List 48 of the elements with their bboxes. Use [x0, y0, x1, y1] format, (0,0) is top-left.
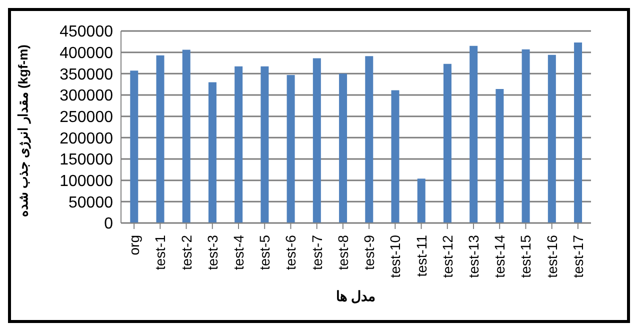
bar: [574, 42, 582, 223]
bar: [365, 56, 374, 223]
x-tick-label: test-2: [178, 234, 194, 270]
y-tick-label: 400000: [60, 45, 114, 62]
x-tick-label: test-6: [282, 234, 299, 270]
x-tick-label: test-11: [413, 234, 430, 277]
x-tick-label: test-15: [518, 234, 534, 278]
bar: [208, 82, 216, 223]
y-tick-label: 0: [104, 216, 114, 233]
x-tick-label: test-3: [204, 234, 220, 270]
bar: [260, 66, 269, 223]
y-tick-label: 300000: [60, 88, 114, 105]
bar: [182, 50, 190, 223]
x-tick-label: test-12: [439, 234, 456, 278]
bar: [496, 89, 504, 223]
bar: [443, 64, 452, 223]
y-tick-label: 450000: [60, 24, 114, 41]
y-tick-label: 50000: [68, 194, 114, 212]
x-tick-label: test-4: [230, 234, 246, 270]
x-tick-label: test-1: [152, 234, 168, 270]
x-tick-label: test-5: [256, 234, 273, 270]
x-tick-label: test-8: [334, 234, 351, 270]
y-tick-label: 100000: [60, 173, 114, 190]
bar: [234, 66, 243, 223]
x-axis-title: مدل ها: [336, 288, 376, 304]
y-tick-label: 250000: [60, 109, 114, 126]
bar: [286, 74, 295, 223]
bar: [548, 54, 556, 223]
y-tick-label: 200000: [60, 130, 114, 148]
y-tick-label: 150000: [60, 152, 114, 169]
bar: [470, 46, 478, 223]
bar: [522, 49, 530, 223]
x-tick-label: test-9: [361, 234, 378, 270]
x-tick-label: org: [126, 235, 142, 256]
x-tick-label: test-10: [387, 234, 404, 278]
bar: [312, 58, 321, 223]
x-tick-label: test-17: [570, 234, 586, 278]
x-tick-label: test-14: [492, 234, 508, 278]
y-tick-label: 350000: [60, 66, 114, 84]
bar: [417, 178, 426, 223]
x-tick-label: test-16: [544, 234, 560, 278]
bar: [130, 70, 138, 223]
bar: [339, 74, 348, 223]
bar: [391, 90, 400, 223]
x-tick-label: test-13: [466, 234, 482, 278]
x-tick-label: test-7: [308, 234, 325, 270]
y-axis-title: مقدار انرژی جذب شده (kgf-m): [16, 44, 32, 217]
bar: [156, 55, 164, 223]
